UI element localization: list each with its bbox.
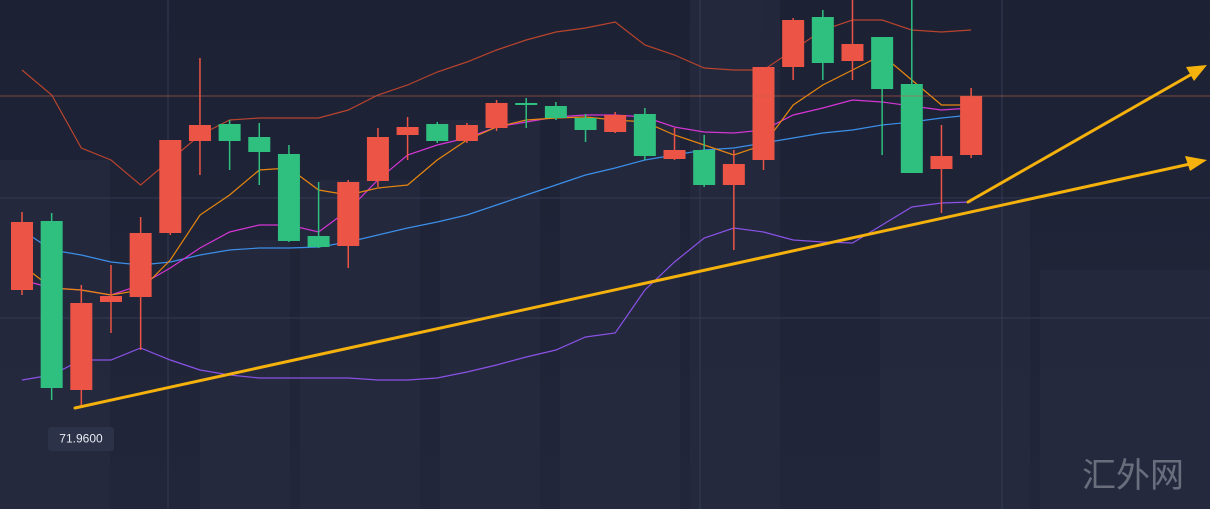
indicator-line — [21, 201, 972, 381]
candle-body — [337, 182, 360, 246]
candle-body — [663, 150, 686, 159]
candle-body — [426, 124, 449, 141]
candle-body — [99, 296, 122, 302]
candle-body — [544, 106, 567, 118]
candle-body — [782, 20, 805, 67]
watermark: 汇外网 — [1082, 456, 1184, 496]
candle-body — [40, 221, 63, 388]
price-tag — [48, 427, 114, 451]
candle-body — [574, 118, 597, 130]
candle-body — [277, 154, 300, 241]
candle-body — [11, 222, 33, 290]
candle-body — [604, 115, 627, 132]
candle-body — [248, 137, 271, 152]
candle-body — [70, 303, 93, 390]
candle-body — [159, 140, 182, 233]
candle-body — [396, 127, 419, 135]
candle-body — [693, 150, 716, 185]
arrow-head — [1185, 156, 1207, 171]
candle-body — [722, 164, 745, 185]
candle-body — [307, 236, 330, 247]
candle-body — [515, 103, 538, 105]
price-tag-label: 71.9600 — [59, 432, 103, 446]
plot-area — [0, 0, 1210, 408]
candle-body — [841, 44, 864, 61]
trend-lines — [73, 65, 1207, 410]
candle-body — [633, 114, 656, 156]
arrow-head — [1186, 65, 1207, 81]
candle-body — [129, 233, 152, 297]
candle-body — [366, 137, 389, 181]
candle-body — [218, 124, 241, 141]
candle-body — [455, 125, 478, 141]
trend-line — [73, 162, 1192, 410]
candle-body — [900, 84, 923, 173]
trend-line — [966, 72, 1194, 204]
candle-body — [871, 37, 894, 89]
candle-body — [188, 125, 211, 141]
candle-body — [752, 67, 775, 160]
candle-body — [485, 103, 508, 128]
indicator-line — [21, 114, 972, 266]
candle-body — [930, 156, 953, 169]
candle-body — [960, 96, 983, 155]
candle-body — [811, 17, 834, 63]
